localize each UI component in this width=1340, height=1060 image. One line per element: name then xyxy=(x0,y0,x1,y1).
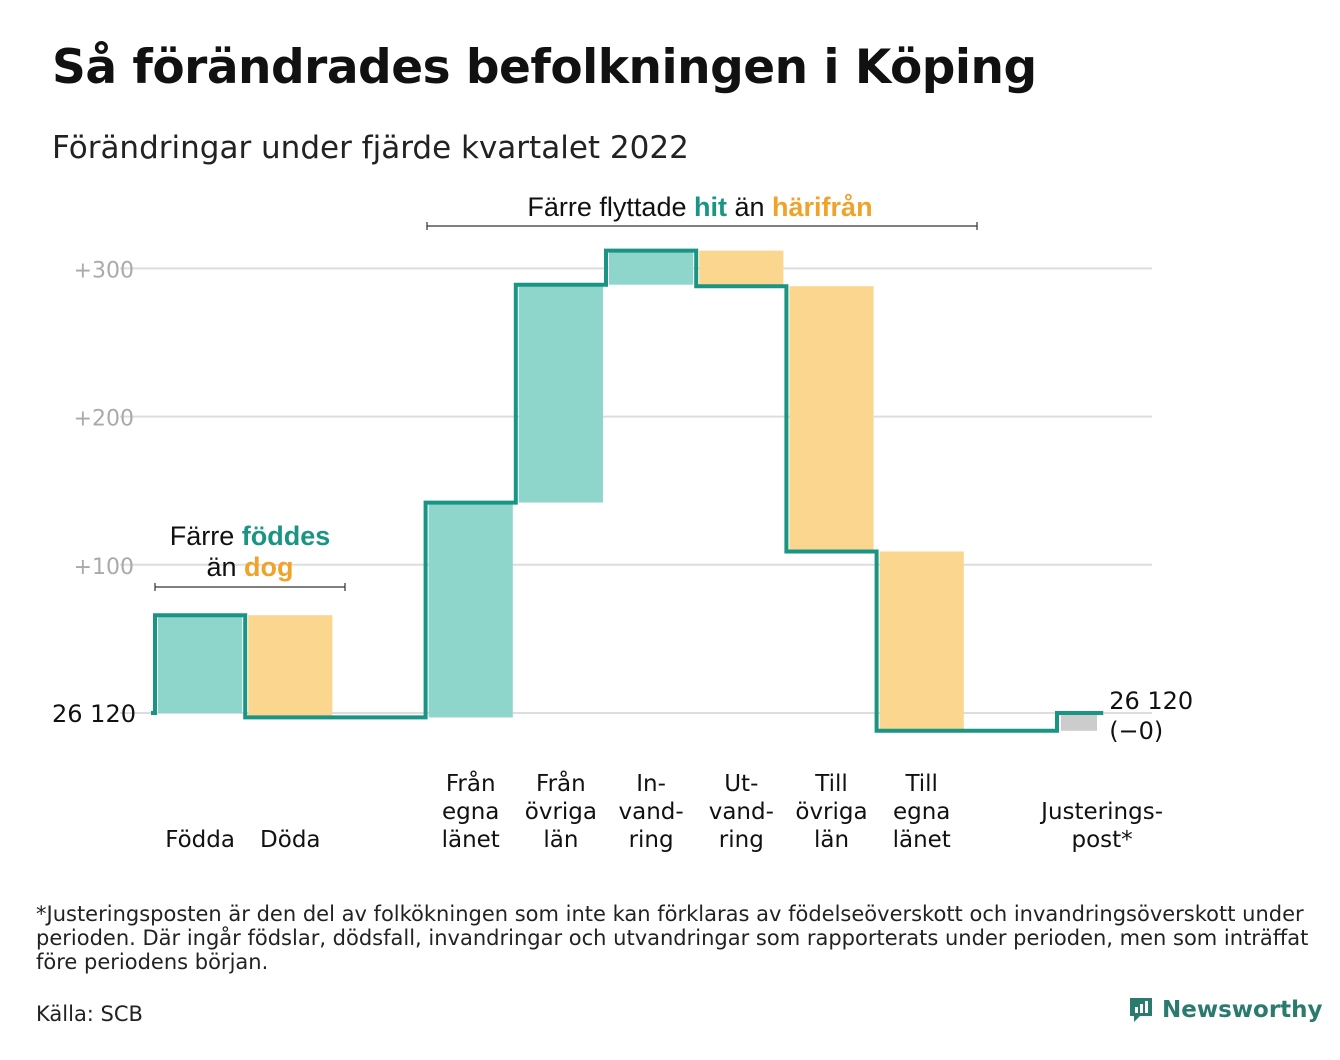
source-label: Källa: SCB xyxy=(36,1002,143,1026)
newsworthy-logo-icon xyxy=(1130,998,1152,1022)
x-category-label: övriga xyxy=(525,799,597,825)
x-category-label: länet xyxy=(442,827,500,853)
x-category-label: län xyxy=(543,827,578,853)
bar-increase xyxy=(518,284,603,503)
x-category-label: egna xyxy=(442,799,499,825)
chart-title: Så förändrades befolkningen i Köping xyxy=(52,40,1037,95)
births-annotation: Färre föddes än dog xyxy=(154,521,346,591)
x-category-label: egna xyxy=(893,799,950,825)
y-tick-label: +100 xyxy=(74,555,134,580)
migration-annotation-text-2: än xyxy=(727,192,772,222)
bar-adjustment xyxy=(1061,713,1097,731)
brand-name: Newsworthy xyxy=(1162,997,1323,1023)
footnote: *Justeringsposten är den del av folkökni… xyxy=(36,902,1309,974)
start-value-label: 26 120 xyxy=(52,700,136,728)
x-category-label: vand- xyxy=(709,799,774,825)
migration-annotation-highlight-2: härifrån xyxy=(772,192,873,222)
bar-decrease xyxy=(699,250,784,287)
x-category-label: län xyxy=(814,827,849,853)
bar-increase xyxy=(428,502,513,718)
x-category-label: Till xyxy=(904,771,938,797)
x-category-label: ring xyxy=(629,827,674,853)
bar-increase xyxy=(609,250,694,285)
x-category-label: övriga xyxy=(795,799,867,825)
x-category-label: Ut- xyxy=(724,771,758,797)
step-line-layer xyxy=(151,248,1104,733)
x-category-label: ring xyxy=(719,827,764,853)
x-category-label: vand- xyxy=(619,799,684,825)
svg-text:Färre flyttade hit än härifrån: Färre flyttade hit än härifrån xyxy=(527,192,872,222)
x-category-label: Födda xyxy=(165,827,235,853)
bar-decrease xyxy=(248,615,333,718)
svg-text:än dog: än dog xyxy=(206,552,293,582)
bar-decrease xyxy=(879,551,964,731)
x-category-label: In- xyxy=(636,771,666,797)
bar-increase xyxy=(158,615,243,713)
bar-decrease xyxy=(789,286,874,552)
end-value-label: 26 120 xyxy=(1109,687,1193,715)
bar-layer xyxy=(158,250,1097,731)
migration-annotation-highlight-1: hit xyxy=(694,192,727,222)
chart-subtitle: Förändringar under fjärde kvartalet 2022 xyxy=(52,130,689,166)
births-annotation-bracket xyxy=(154,583,346,591)
migration-annotation: Färre flyttade hit än härifrån xyxy=(426,192,978,230)
x-category-label: länet xyxy=(893,827,951,853)
migration-annotation-text-1: Färre flyttade xyxy=(527,192,694,222)
brand-logo: Newsworthy xyxy=(1128,996,1323,1024)
svg-text:Färre föddes: Färre föddes xyxy=(170,521,331,551)
x-category-label: Döda xyxy=(260,827,320,853)
x-category-label: post* xyxy=(1072,827,1133,853)
x-category-label: Från xyxy=(536,769,586,797)
births-annotation-highlight-1: föddes xyxy=(242,521,331,551)
y-tick-label: +300 xyxy=(74,258,134,283)
y-tick-label: +200 xyxy=(74,407,134,432)
migration-annotation-bracket xyxy=(426,222,978,230)
births-annotation-text-2: än xyxy=(206,552,244,582)
end-value-label: (−0) xyxy=(1109,717,1163,745)
births-annotation-text-1: Färre xyxy=(170,521,242,551)
births-annotation-highlight-2: dog xyxy=(244,552,293,582)
x-category-label: Från xyxy=(446,769,496,797)
x-category-label: Justerings- xyxy=(1039,799,1163,825)
cumulative-step-line xyxy=(151,248,1104,733)
x-category-label: Till xyxy=(814,771,848,797)
